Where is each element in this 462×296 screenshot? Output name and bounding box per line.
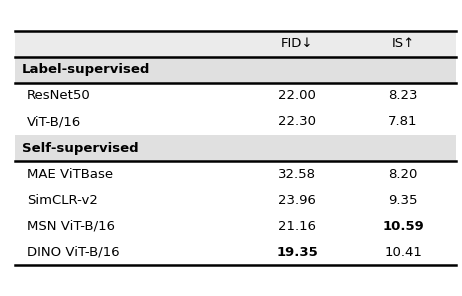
Bar [15,213,456,239]
Text: MAE ViTBase: MAE ViTBase [27,168,113,181]
Text: DINO ViT-B/16: DINO ViT-B/16 [27,246,119,259]
Text: 21.16: 21.16 [278,220,316,233]
Text: IS↑: IS↑ [391,37,415,50]
Text: 22.00: 22.00 [279,89,316,102]
Bar [15,239,456,266]
Text: FID↓: FID↓ [281,37,314,50]
Bar [15,30,456,57]
Text: SimCLR-v2: SimCLR-v2 [27,194,97,207]
Text: 23.96: 23.96 [279,194,316,207]
Bar [15,135,456,161]
Bar [15,83,456,109]
Bar [15,57,456,83]
Text: 7.81: 7.81 [389,115,418,128]
Text: Label-supervised: Label-supervised [22,63,151,76]
Text: 9.35: 9.35 [389,194,418,207]
Text: Self-supervised: Self-supervised [22,141,139,155]
Text: 32.58: 32.58 [278,168,316,181]
Bar [15,161,456,187]
Text: 22.30: 22.30 [278,115,316,128]
Text: ViT-B/16: ViT-B/16 [27,115,81,128]
Text: 8.20: 8.20 [389,168,418,181]
Text: 10.41: 10.41 [384,246,422,259]
Text: 8.23: 8.23 [389,89,418,102]
Bar [15,187,456,213]
Text: ResNet50: ResNet50 [27,89,91,102]
Text: MSN ViT-B/16: MSN ViT-B/16 [27,220,115,233]
Text: 19.35: 19.35 [276,246,318,259]
Text: 10.59: 10.59 [382,220,424,233]
Bar [15,109,456,135]
